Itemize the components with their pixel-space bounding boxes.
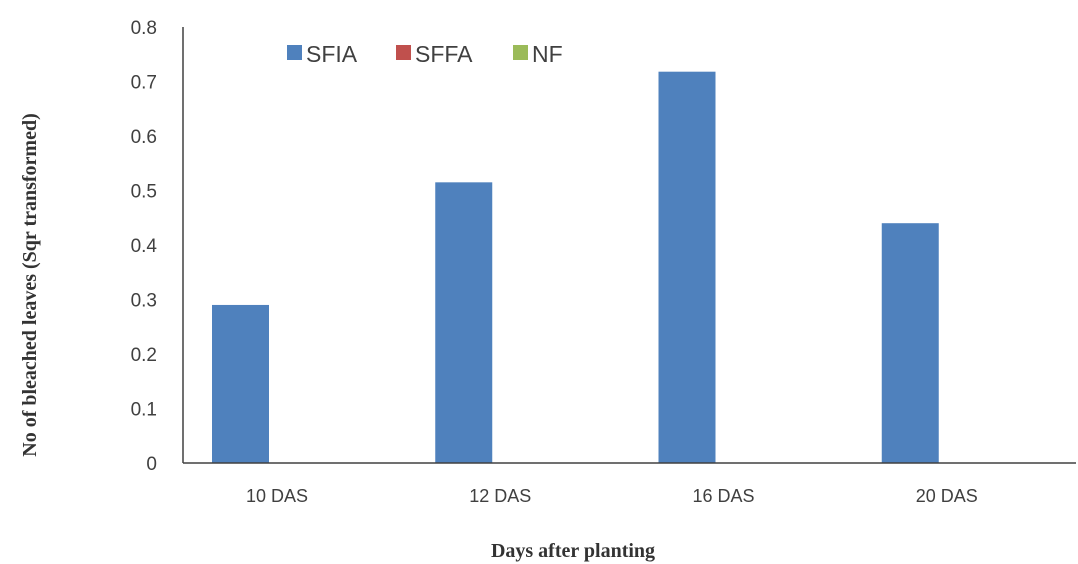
y-tick-label: 0.2 [131, 345, 157, 366]
legend-swatch-nf [513, 45, 528, 60]
bar-sfia-20-das [881, 223, 939, 463]
y-tick-label: 0 [146, 454, 157, 475]
legend-label-sffa: SFFA [415, 41, 473, 67]
x-tick-label: 16 DAS [692, 486, 754, 506]
x-axis-title: Days after planting [491, 540, 655, 562]
y-tick-label: 0.4 [131, 236, 158, 257]
bar-sfia-10-das [212, 304, 269, 463]
y-axis-title: No of bleached leaves (Sqr transformed) [19, 113, 41, 456]
x-tick-label: 10 DAS [246, 486, 308, 506]
legend-label-nf: NF [532, 41, 563, 67]
legend-swatch-sffa [396, 45, 411, 60]
y-tick-label: 0.8 [131, 18, 157, 39]
bars [212, 71, 939, 463]
y-tick-label: 0.6 [131, 127, 157, 148]
y-tick-label: 0.7 [131, 73, 157, 94]
y-tick-label: 0.3 [131, 291, 157, 312]
x-axis-ticks: 10 DAS 12 DAS 16 DAS 20 DAS [246, 486, 978, 506]
x-tick-label: 12 DAS [469, 486, 531, 506]
y-axis-ticks: 0 0.1 0.2 0.3 0.4 0.5 0.6 0.7 0.8 [131, 18, 158, 475]
legend-swatch-sfia [287, 45, 302, 60]
bar-sfia-16-das [658, 71, 716, 463]
legend-label-sfia: SFIA [306, 41, 358, 67]
y-tick-label: 0.1 [131, 400, 157, 421]
y-tick-label: 0.5 [131, 182, 157, 203]
legend: SFIA SFFA NF [287, 41, 563, 67]
bar-sfia-12-das [435, 182, 493, 463]
x-tick-label: 20 DAS [916, 486, 978, 506]
